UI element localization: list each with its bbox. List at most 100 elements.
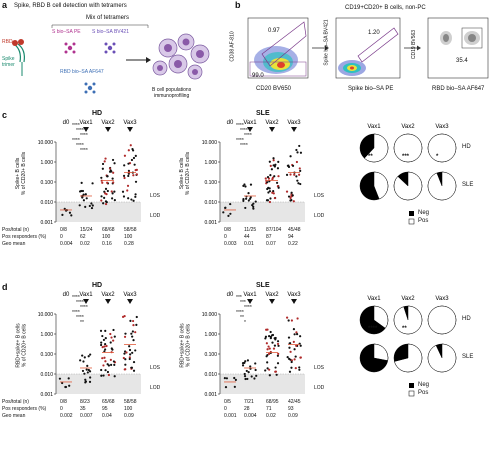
- data-point: [276, 362, 280, 365]
- data-point: [266, 328, 269, 331]
- data-point: [126, 189, 129, 192]
- d-table-cell: 0: [60, 406, 63, 412]
- sig-marker: ****: [80, 133, 88, 139]
- data-point: [131, 351, 134, 354]
- data-point: [244, 360, 247, 363]
- timepoint-label: Vax1: [243, 120, 257, 126]
- profiling-label: B cell populations immunoprofiling: [152, 87, 192, 99]
- data-point: [244, 185, 247, 188]
- timepoint-label: Vax2: [101, 120, 115, 126]
- rbd-label: RBD: [2, 39, 13, 45]
- legend-pos: Pos: [418, 218, 429, 224]
- data-point: [268, 368, 271, 371]
- data-point: [101, 334, 104, 338]
- data-point: [106, 175, 109, 178]
- data-point: [107, 373, 110, 377]
- data-point: [269, 174, 272, 177]
- data-point: [104, 337, 107, 340]
- data-point: [299, 169, 302, 172]
- data-point: [87, 355, 90, 358]
- c-table-cell: 11/25: [244, 227, 257, 233]
- data-point: [81, 189, 85, 193]
- data-point: [273, 196, 277, 200]
- data-point: [127, 197, 130, 200]
- data-point: [288, 346, 291, 349]
- data-point: [104, 187, 108, 190]
- pie-pos-slice: [393, 305, 423, 335]
- sig-marker: ****: [236, 138, 244, 144]
- y-tick-label: 0.100: [204, 180, 217, 186]
- d-sle-plot: 10.000 1.000 0.100 0.010 0.001 d0 Vax1 Vax2 Vax3: [202, 292, 305, 398]
- data-point: [277, 344, 280, 347]
- data-point: [101, 162, 105, 166]
- data-point: [91, 204, 94, 207]
- data-point: [289, 196, 292, 200]
- data-point: [266, 361, 269, 364]
- tetramer-af647-icon: [84, 82, 96, 94]
- data-point: [272, 347, 276, 350]
- data-point: [125, 351, 128, 354]
- data-point: [268, 347, 271, 350]
- los-shade: [220, 202, 305, 222]
- d-hd-title: HD: [92, 282, 103, 289]
- data-point: [292, 327, 296, 331]
- data-point: [123, 352, 126, 355]
- c-table-cell: 0.22: [288, 241, 298, 247]
- pie-pos-slice: [394, 343, 423, 373]
- data-point: [112, 339, 115, 342]
- pie-pos-slice: [427, 133, 457, 163]
- legend-swatches: [408, 383, 415, 397]
- data-point: [124, 358, 127, 361]
- data-point: [128, 345, 131, 348]
- c-hd-plot: 10.000 1.000 0.100 0.010 0.001 d0 Vax1 Vax2 Vax3: [38, 120, 141, 226]
- data-point: [134, 349, 137, 352]
- timepoint-label: Vax2: [265, 120, 279, 126]
- data-point: [269, 330, 272, 334]
- d-table-cell: 0.001: [224, 413, 237, 419]
- los-shade: [56, 374, 141, 394]
- data-point: [270, 334, 274, 337]
- data-point: [86, 371, 89, 374]
- data-point: [224, 386, 228, 389]
- data-point: [293, 358, 296, 361]
- data-point: [224, 206, 227, 209]
- pie-pos-slice: [373, 171, 389, 200]
- b-plot3-ylabel: CD19 BV563: [411, 29, 418, 60]
- data-point: [128, 357, 131, 361]
- data-point: [289, 155, 292, 158]
- data-point: [106, 189, 109, 193]
- data-point: [109, 169, 112, 172]
- d-table-cell: 0/8: [60, 399, 67, 405]
- c-table-cell: 0.004: [60, 241, 73, 247]
- data-point: [131, 330, 134, 333]
- data-point: [285, 190, 289, 193]
- data-point: [264, 337, 267, 340]
- data-point: [294, 367, 297, 370]
- d-pie-grid: Vax1 Vax2 Vax3: [359, 296, 457, 373]
- pie-col-label: Vax1: [367, 124, 381, 130]
- data-point: [267, 335, 271, 338]
- los-shade: [56, 202, 141, 222]
- data-point: [266, 367, 269, 370]
- data-point: [249, 183, 253, 186]
- data-point: [128, 348, 132, 352]
- timepoint-label: Vax2: [101, 292, 115, 298]
- data-point: [134, 195, 137, 198]
- data-point: [264, 177, 267, 180]
- data-point: [295, 160, 299, 164]
- pie-row-label: HD: [462, 144, 471, 150]
- d-table-cell: 93: [288, 406, 294, 412]
- d-table-cell: 28: [244, 406, 250, 412]
- pie-row-label: SLE: [462, 354, 474, 360]
- vax-arrow-icon: [247, 299, 253, 304]
- data-point: [255, 374, 258, 377]
- data-point: [296, 151, 299, 154]
- data-point: [110, 190, 113, 193]
- sig-marker: ****: [244, 133, 252, 139]
- data-point: [102, 202, 105, 205]
- sig-marker: ****: [80, 148, 88, 154]
- data-point: [100, 374, 103, 377]
- pie-sig-marker: **: [402, 326, 407, 332]
- data-point: [131, 319, 135, 323]
- d-table-cell: 7/21: [244, 399, 254, 405]
